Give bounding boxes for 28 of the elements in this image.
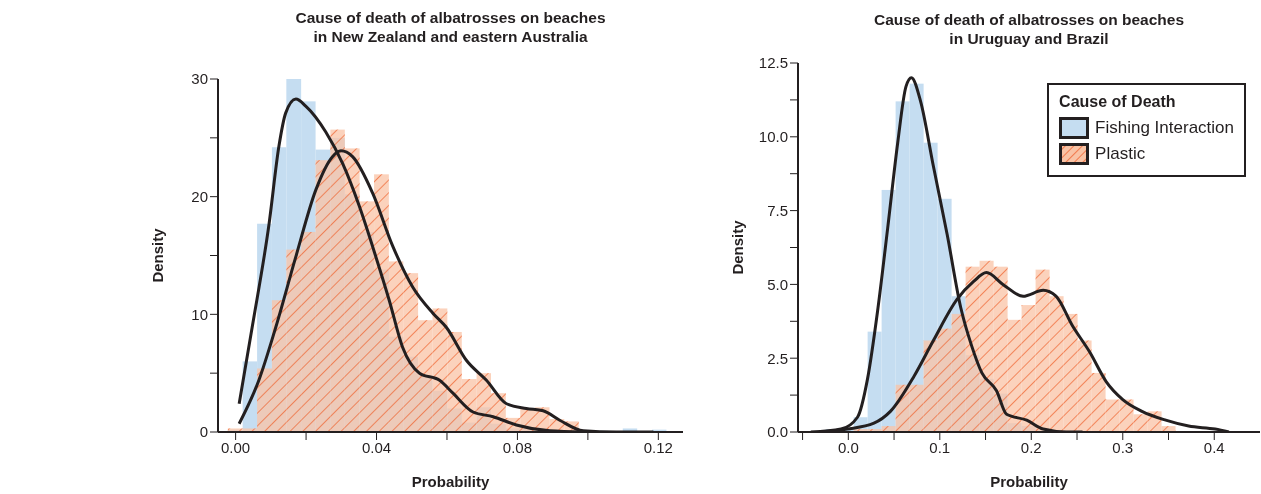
x-tick-label: 0.00 (221, 438, 251, 456)
y-tick-label: 5.0 (767, 275, 788, 293)
legend-title: Cause of Death (1059, 93, 1177, 111)
chart-title: Cause of death of albatrosses on beaches in Uruguay and Brazil (872, 10, 1186, 48)
y-tick-label: 0 (199, 423, 208, 441)
y-tick-label: 2.5 (767, 349, 788, 367)
x-tick-label: 0.04 (361, 438, 392, 456)
x-tick-label: 0.4 (1203, 438, 1225, 456)
y-tick-label: 30 (191, 70, 208, 88)
y-tick-label: 10.0 (758, 128, 788, 146)
x-tick-label: 0.08 (502, 438, 533, 456)
legend-label: Plastic (1095, 144, 1146, 164)
legend-label: Fishing Interaction (1095, 118, 1234, 138)
y-axis-title: Density (729, 219, 747, 275)
x-tick-label: 0.3 (1112, 438, 1134, 456)
x-tick-label: 0.12 (643, 438, 673, 456)
chart-title: Cause of death of albatrosses on beaches in New Zealand and eastern Australia (294, 8, 607, 46)
y-tick-label: 10 (191, 305, 208, 323)
x-tick-label: 0.0 (837, 438, 859, 456)
y-tick-label: 20 (191, 187, 208, 205)
x-tick-label: 0.1 (929, 438, 951, 456)
x-axis-title: Probability (411, 473, 490, 490)
y-tick-label: 7.5 (767, 201, 788, 219)
x-tick-label: 0.2 (1020, 438, 1042, 456)
x-axis-title: Probability (990, 473, 1069, 490)
y-axis-title: Density (149, 227, 167, 283)
y-tick-label: 0.0 (767, 423, 788, 441)
y-tick-label: 12.5 (758, 54, 788, 72)
